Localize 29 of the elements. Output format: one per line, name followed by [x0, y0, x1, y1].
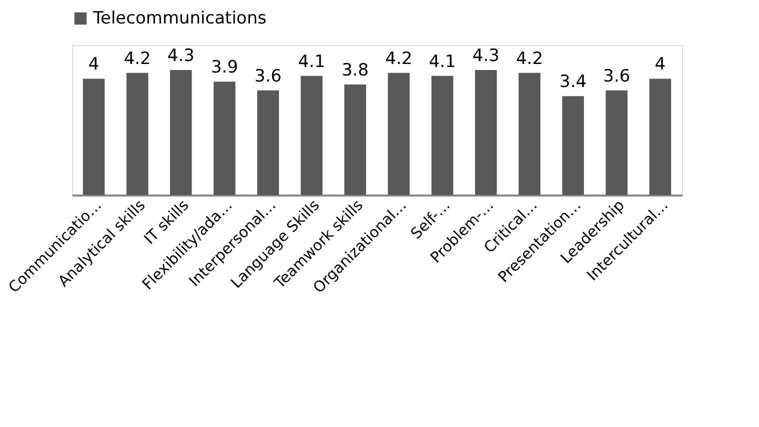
data-label: 4: [654, 54, 666, 75]
bar: [82, 78, 105, 195]
data-label: 3.4: [560, 72, 587, 92]
bar: [344, 84, 366, 195]
data-label: 4.1: [428, 52, 456, 72]
bar: [257, 90, 279, 195]
data-label: 3.8: [342, 60, 369, 81]
bar: [606, 90, 628, 195]
data-label: 4: [88, 54, 100, 75]
data-label: 4.3: [472, 46, 500, 66]
bar: [431, 76, 454, 195]
bar: [300, 76, 323, 195]
bar: [475, 70, 497, 195]
bar: [126, 72, 148, 195]
data-label: 4.3: [167, 46, 194, 66]
data-label: 4.2: [516, 48, 544, 69]
bar: [170, 70, 192, 195]
data-label: 4.2: [385, 48, 412, 69]
bar: [388, 72, 410, 195]
bar: [214, 82, 236, 195]
bar: [518, 72, 540, 195]
data-label: 3.6: [603, 66, 630, 86]
bar: [649, 78, 672, 195]
legend-label: Telecommunications: [92, 8, 267, 28]
data-label: 4.2: [124, 48, 151, 69]
bar: [562, 96, 584, 195]
data-label: 4.1: [298, 52, 326, 72]
data-label: 3.9: [210, 58, 238, 78]
data-label: 3.6: [254, 66, 282, 86]
